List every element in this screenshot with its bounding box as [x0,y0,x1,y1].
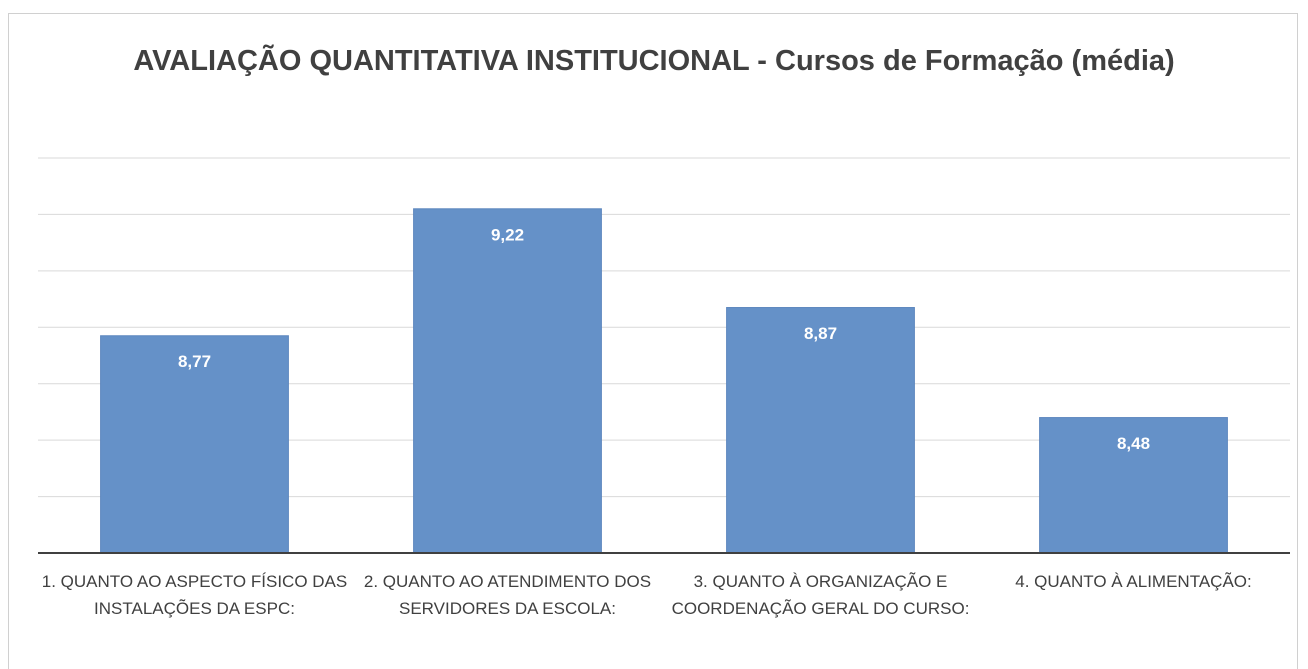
data-label: 9,22 [491,225,524,244]
bar [100,335,289,554]
chart-frame [8,13,1298,669]
bar [726,307,915,554]
x-tick-label: 3. QUANTO À ORGANIZAÇÃO E COORDENAÇÃO GE… [671,572,970,618]
data-label: 8,87 [804,324,837,343]
chart-title: AVALIAÇÃO QUANTITATIVA INSTITUCIONAL - C… [133,45,1175,77]
x-tick-label: 2. QUANTO AO ATENDIMENTO DOS SERVIDORES … [363,572,652,618]
x-tick-label: 4. QUANTO À ALIMENTAÇÃO: [1015,572,1252,591]
x-tick-label: 1. QUANTO AO ASPECTO FÍSICO DAS INSTALAÇ… [41,572,348,618]
bar [413,208,602,554]
bar [1039,417,1228,554]
data-label: 8,77 [178,352,211,371]
data-label: 8,48 [1117,434,1150,453]
